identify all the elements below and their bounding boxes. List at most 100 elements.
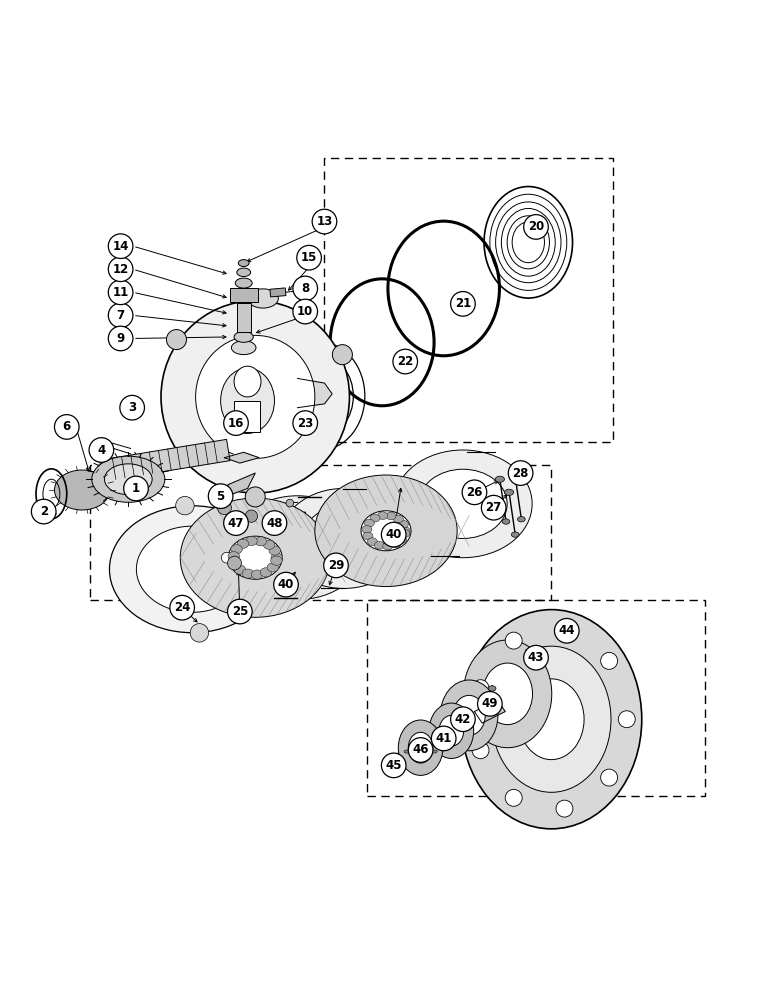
- Text: 40: 40: [385, 528, 402, 541]
- Circle shape: [108, 280, 133, 305]
- Ellipse shape: [231, 545, 242, 554]
- Circle shape: [408, 738, 433, 762]
- Circle shape: [124, 476, 148, 501]
- Text: 29: 29: [328, 559, 344, 572]
- Ellipse shape: [495, 476, 504, 482]
- Text: 43: 43: [528, 651, 544, 664]
- Text: 5: 5: [216, 490, 225, 503]
- Ellipse shape: [429, 703, 474, 758]
- Ellipse shape: [400, 527, 410, 535]
- Ellipse shape: [242, 569, 254, 578]
- Bar: [230, 288, 258, 302]
- Ellipse shape: [418, 469, 507, 538]
- Ellipse shape: [252, 570, 263, 579]
- Ellipse shape: [391, 540, 401, 548]
- Ellipse shape: [245, 536, 257, 546]
- Ellipse shape: [397, 536, 407, 543]
- Circle shape: [293, 299, 317, 324]
- Circle shape: [478, 692, 502, 716]
- Ellipse shape: [271, 556, 283, 565]
- Circle shape: [228, 556, 242, 570]
- Ellipse shape: [234, 332, 253, 342]
- Text: 44: 44: [558, 624, 575, 637]
- Ellipse shape: [361, 511, 411, 551]
- Ellipse shape: [370, 514, 380, 522]
- Ellipse shape: [489, 686, 496, 691]
- Ellipse shape: [398, 520, 408, 528]
- Circle shape: [618, 711, 635, 728]
- Ellipse shape: [260, 568, 272, 577]
- Bar: [367, 600, 706, 796]
- Circle shape: [120, 395, 144, 420]
- Ellipse shape: [315, 475, 457, 587]
- Polygon shape: [225, 452, 259, 463]
- Ellipse shape: [280, 488, 407, 588]
- Circle shape: [224, 511, 249, 535]
- Circle shape: [224, 411, 249, 435]
- Circle shape: [323, 553, 348, 578]
- Circle shape: [482, 495, 506, 520]
- Text: 46: 46: [412, 743, 429, 756]
- Ellipse shape: [363, 532, 373, 540]
- Ellipse shape: [367, 538, 378, 545]
- Ellipse shape: [408, 732, 433, 763]
- Circle shape: [108, 303, 133, 328]
- Ellipse shape: [237, 268, 251, 277]
- Ellipse shape: [378, 512, 388, 519]
- Ellipse shape: [453, 695, 486, 735]
- Ellipse shape: [248, 289, 279, 308]
- Bar: [270, 288, 286, 297]
- Circle shape: [55, 415, 79, 439]
- Text: 14: 14: [113, 240, 129, 253]
- Circle shape: [208, 484, 233, 508]
- Ellipse shape: [502, 519, 510, 524]
- Text: 45: 45: [385, 759, 402, 772]
- Circle shape: [381, 522, 406, 547]
- Circle shape: [293, 276, 317, 301]
- Ellipse shape: [255, 537, 266, 546]
- Ellipse shape: [461, 610, 642, 829]
- Text: 23: 23: [297, 417, 313, 430]
- Text: 21: 21: [455, 297, 471, 310]
- Circle shape: [523, 215, 548, 239]
- Ellipse shape: [374, 541, 384, 549]
- Polygon shape: [297, 378, 332, 408]
- Ellipse shape: [364, 519, 374, 527]
- Text: 7: 7: [117, 309, 125, 322]
- Circle shape: [472, 742, 489, 759]
- Ellipse shape: [104, 464, 152, 495]
- Ellipse shape: [234, 565, 245, 574]
- Text: 16: 16: [228, 417, 244, 430]
- Circle shape: [312, 209, 337, 234]
- Text: 49: 49: [482, 697, 498, 710]
- Circle shape: [170, 595, 195, 620]
- Ellipse shape: [239, 260, 249, 267]
- Ellipse shape: [235, 278, 252, 288]
- Ellipse shape: [303, 506, 384, 571]
- Circle shape: [451, 707, 476, 732]
- Circle shape: [176, 496, 194, 515]
- Ellipse shape: [269, 546, 280, 555]
- Text: 42: 42: [455, 713, 471, 726]
- Ellipse shape: [386, 512, 396, 520]
- Circle shape: [451, 292, 476, 316]
- Ellipse shape: [439, 715, 464, 746]
- Text: 4: 4: [97, 444, 106, 457]
- Text: 26: 26: [466, 486, 482, 499]
- Circle shape: [167, 330, 187, 350]
- Ellipse shape: [237, 539, 249, 548]
- Ellipse shape: [195, 335, 315, 458]
- Bar: [90, 465, 551, 600]
- Ellipse shape: [228, 552, 239, 561]
- Ellipse shape: [440, 680, 498, 751]
- Text: 15: 15: [301, 251, 317, 264]
- Ellipse shape: [221, 368, 275, 433]
- Circle shape: [296, 245, 321, 270]
- Circle shape: [274, 572, 298, 597]
- Polygon shape: [475, 700, 505, 723]
- Circle shape: [108, 326, 133, 351]
- FancyArrow shape: [100, 439, 230, 481]
- Text: 2: 2: [39, 505, 48, 518]
- Bar: [324, 158, 613, 442]
- Circle shape: [108, 234, 133, 258]
